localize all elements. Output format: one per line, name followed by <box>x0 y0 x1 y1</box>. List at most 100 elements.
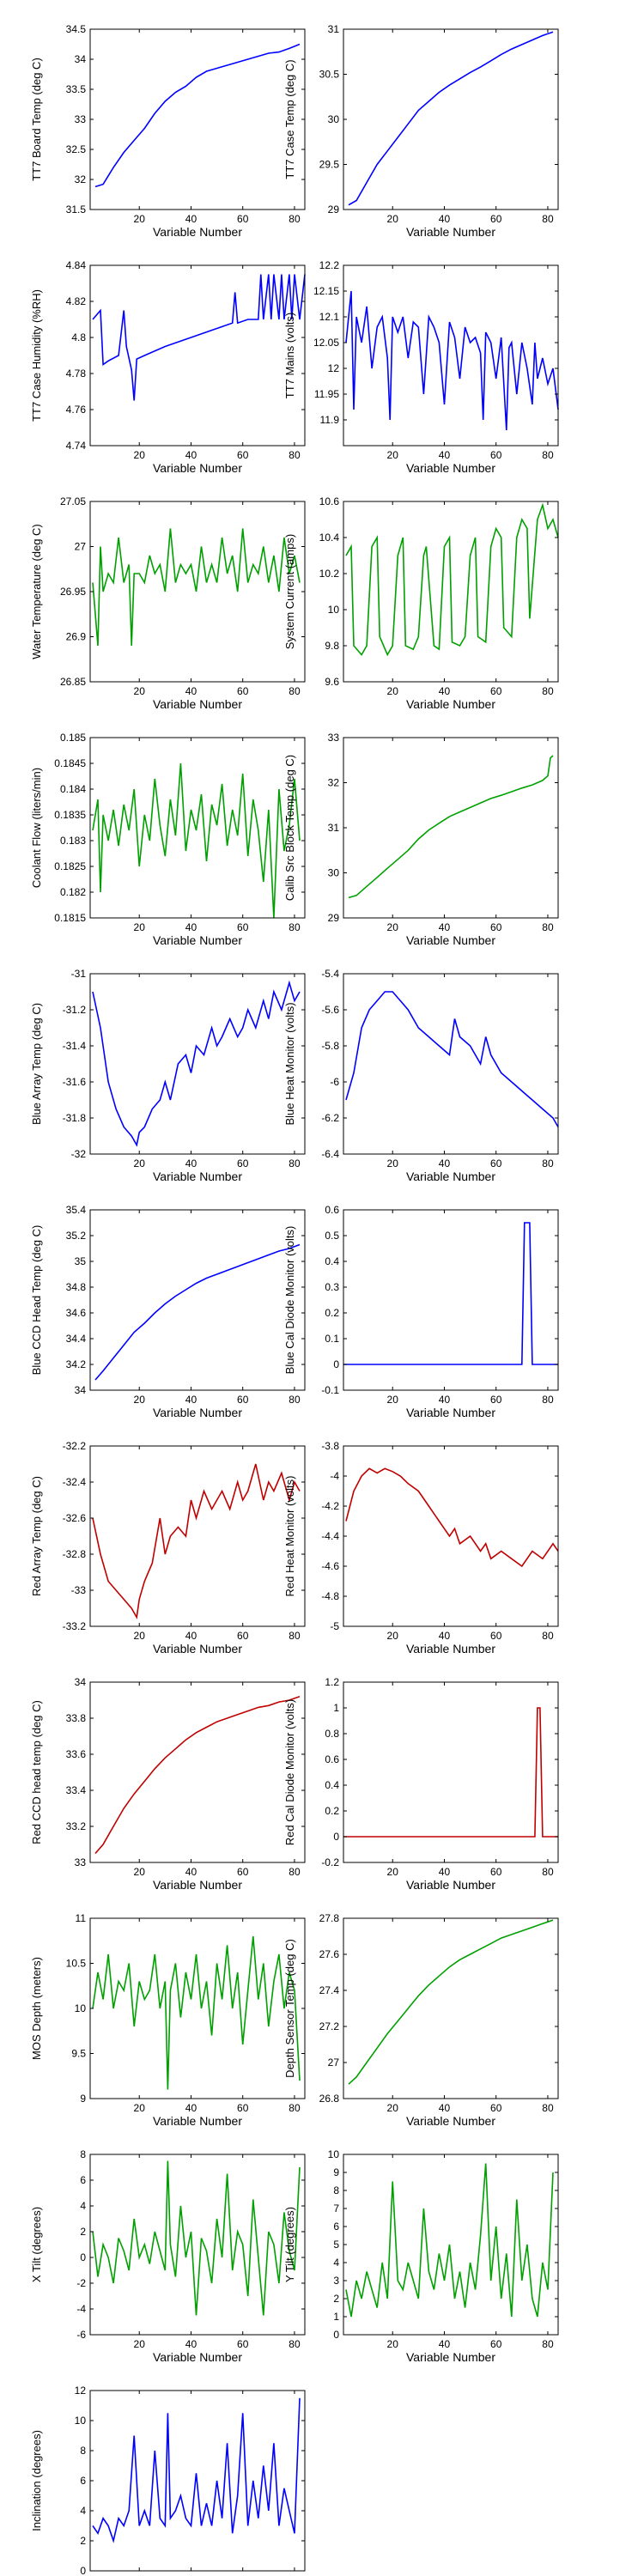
series-line <box>348 1919 554 2085</box>
y-tick-label: 0.2 <box>325 1307 339 1319</box>
x-tick-label: 20 <box>134 1630 146 1642</box>
y-tick-label: 33 <box>328 732 340 744</box>
series-line <box>345 2163 554 2318</box>
x-axis-label: Variable Number <box>153 1170 242 1183</box>
y-tick-label: -32.8 <box>63 1548 87 1560</box>
y-tick-label: 11.95 <box>314 388 339 400</box>
x-tick-label: 40 <box>185 2574 197 2576</box>
series-line <box>345 991 559 1127</box>
y-tick-label: 8 <box>80 2148 86 2160</box>
y-tick-label: 34.4 <box>66 1333 87 1345</box>
y-tick-label: 33.6 <box>66 1748 87 1760</box>
y-tick-label: 11 <box>76 1912 87 1924</box>
y-tick-label: 0.3 <box>325 1281 339 1293</box>
x-tick-label: 80 <box>542 921 554 933</box>
y-tick-label: 8 <box>333 2184 339 2196</box>
x-tick-label: 60 <box>237 1394 249 1406</box>
y-tick-label: 3 <box>333 2275 339 2287</box>
y-tick-label: 9 <box>333 2166 339 2178</box>
plot-frame <box>343 737 559 919</box>
y-tick-label: 4.76 <box>66 404 87 416</box>
y-tick-label: 6 <box>80 2475 86 2487</box>
x-axis-label: Variable Number <box>153 697 242 711</box>
y-tick-label: 33.5 <box>66 83 87 95</box>
y-tick-label: 10 <box>75 2002 87 2014</box>
y-tick-label: 30 <box>328 113 340 125</box>
y-tick-label: 31 <box>328 23 340 35</box>
x-axis-label: Variable Number <box>153 225 242 239</box>
y-tick-label: -5.4 <box>321 968 339 980</box>
x-tick-label: 20 <box>134 2574 146 2576</box>
x-tick-label: 60 <box>490 2338 502 2350</box>
x-axis-label: Variable Number <box>153 1642 242 1656</box>
x-tick-label: 80 <box>289 1394 301 1406</box>
y-tick-label: 27.4 <box>319 1984 340 1996</box>
series-line <box>345 1467 559 1568</box>
y-tick-label: 5 <box>333 2239 339 2251</box>
x-tick-label: 40 <box>439 213 451 225</box>
y-tick-label: 27.8 <box>319 1912 340 1924</box>
x-tick-label: 20 <box>387 213 399 225</box>
x-tick-label: 80 <box>542 1394 554 1406</box>
x-tick-label: 40 <box>185 1157 197 1170</box>
chart-16: 20 40 60 80 -0.2 0 0.2 0.4 0.6 0.8 1 1.2 Variable Nu… <box>283 1676 559 1892</box>
plot-frame <box>89 501 306 683</box>
y-tick-label: 4.78 <box>66 368 87 380</box>
x-tick-label: 60 <box>490 1866 502 1878</box>
y-tick-label: -4.2 <box>321 1500 339 1512</box>
series-line <box>348 755 554 899</box>
y-tick-label: -33.2 <box>63 1620 87 1632</box>
y-tick-label: -31.6 <box>63 1076 87 1088</box>
x-tick-label: 40 <box>185 2338 197 2350</box>
plot-frame <box>343 28 559 210</box>
y-tick-label: 0.2 <box>325 1805 339 1817</box>
y-tick-label: 31.5 <box>66 204 87 216</box>
y-tick-label: 9 <box>80 2093 86 2105</box>
series-line <box>345 502 559 657</box>
y-tick-label: 0.6 <box>325 1753 339 1765</box>
y-tick-label: 32 <box>75 173 87 185</box>
y-axis-label: Red CCD head temp (deg C) <box>30 1700 43 1844</box>
y-tick-label: -4.8 <box>321 1590 339 1602</box>
y-tick-label: 34.5 <box>66 23 87 35</box>
y-tick-label: -0.2 <box>321 1856 339 1868</box>
y-tick-label: -31.2 <box>63 1004 87 1016</box>
y-tick-label: 34 <box>75 53 87 65</box>
y-tick-label: 26.85 <box>60 676 86 688</box>
y-tick-label: 10 <box>75 2415 87 2427</box>
y-tick-label: 0.182 <box>60 886 86 898</box>
y-tick-label: 27 <box>75 541 87 553</box>
y-tick-label: -4.4 <box>321 1530 339 1542</box>
y-tick-label: 29 <box>328 204 340 216</box>
y-axis-label: Red Cal Diode Monitor (volts) <box>283 1699 296 1846</box>
y-axis-label: Depth Sensor Temp (deg C) <box>283 1939 296 2078</box>
x-axis-label: Variable Number <box>406 2350 495 2364</box>
x-axis-label: Variable Number <box>153 2114 242 2128</box>
y-tick-label: -0.1 <box>321 1384 339 1396</box>
y-tick-label: 35.4 <box>66 1204 87 1216</box>
x-tick-label: 60 <box>490 2102 502 2114</box>
plot-frame <box>89 2154 306 2336</box>
y-tick-label: 0 <box>80 2251 86 2263</box>
chart-19: 20 40 60 80 -6 -4 -2 0 2 4 6 8 Variable Number X Tilt… <box>30 2148 306 2364</box>
plot-frame <box>89 1209 306 1391</box>
y-axis-label: Red Heat Monitor (volts) <box>283 1476 296 1597</box>
y-tick-label: -3.8 <box>321 1440 339 1452</box>
y-tick-label: 10.2 <box>319 568 340 580</box>
y-tick-label: 0.184 <box>60 783 86 795</box>
y-axis-label: MOS Depth (meters) <box>30 1957 43 2060</box>
chart-7: 20 40 60 80 0.1815 0.182 0.1825 0.183 0.1835 0.18… <box>30 732 306 947</box>
chart-12: 20 40 60 80 -0.1 0 0.1 0.2 0.3 0.4 0.5 0.6 Variable … <box>283 1204 559 1419</box>
plot-frame <box>343 973 559 1155</box>
y-tick-label: -6.4 <box>321 1148 339 1160</box>
y-axis-label: Water Temperature (deg C) <box>30 524 43 659</box>
x-tick-label: 60 <box>237 1866 249 1878</box>
y-tick-label: -32.2 <box>63 1440 87 1452</box>
y-tick-label: 12 <box>75 2385 87 2397</box>
y-tick-label: 12.1 <box>319 311 340 323</box>
x-axis-label: Variable Number <box>153 2350 242 2364</box>
y-tick-label: 34 <box>75 1384 87 1396</box>
x-tick-label: 80 <box>542 1630 554 1642</box>
y-tick-label: 0.5 <box>325 1230 339 1242</box>
y-tick-label: 2 <box>80 2226 86 2238</box>
